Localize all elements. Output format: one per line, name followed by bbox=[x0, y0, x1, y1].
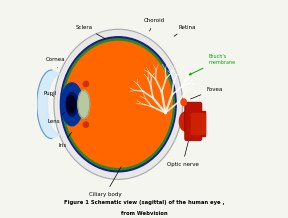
Ellipse shape bbox=[60, 37, 176, 172]
Ellipse shape bbox=[181, 99, 186, 105]
Text: Sclera: Sclera bbox=[75, 25, 105, 39]
Ellipse shape bbox=[179, 112, 192, 131]
Bar bbox=[191, 111, 205, 136]
Ellipse shape bbox=[78, 90, 90, 118]
Ellipse shape bbox=[83, 122, 89, 127]
Ellipse shape bbox=[66, 92, 78, 116]
FancyBboxPatch shape bbox=[185, 102, 202, 141]
Text: Retina: Retina bbox=[174, 25, 196, 36]
Text: Cornea: Cornea bbox=[46, 57, 65, 67]
Text: Optic nerve: Optic nerve bbox=[167, 141, 198, 167]
Text: Bruch's
membrane: Bruch's membrane bbox=[189, 54, 236, 75]
Text: from Webvision: from Webvision bbox=[121, 211, 167, 216]
Ellipse shape bbox=[62, 39, 175, 170]
Text: Fovea: Fovea bbox=[191, 87, 223, 99]
Text: Iris: Iris bbox=[58, 132, 72, 148]
Ellipse shape bbox=[61, 83, 83, 126]
Ellipse shape bbox=[83, 81, 89, 87]
Text: Ciliary body: Ciliary body bbox=[89, 167, 122, 197]
Bar bbox=[191, 113, 205, 134]
Polygon shape bbox=[37, 70, 60, 139]
Text: Choroid: Choroid bbox=[144, 18, 165, 31]
Ellipse shape bbox=[67, 96, 75, 113]
Ellipse shape bbox=[54, 29, 183, 179]
Text: Figure 1 Schematic view (sagittal) of the human eye ,: Figure 1 Schematic view (sagittal) of th… bbox=[64, 200, 224, 205]
Ellipse shape bbox=[64, 41, 172, 167]
Text: Pupil: Pupil bbox=[43, 91, 56, 96]
Text: Lens: Lens bbox=[48, 112, 65, 124]
